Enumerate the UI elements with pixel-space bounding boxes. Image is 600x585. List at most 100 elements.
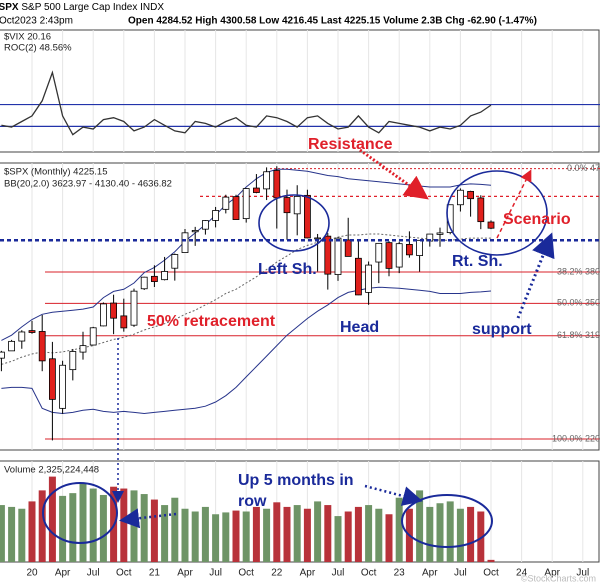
x-tick-label: Oct bbox=[483, 568, 499, 579]
volume-circle-left bbox=[42, 482, 118, 544]
volume-bar bbox=[89, 488, 97, 562]
candle-body bbox=[293, 195, 301, 215]
volume-bar bbox=[375, 508, 383, 562]
x-tick-label: 23 bbox=[394, 568, 406, 579]
volume-bar bbox=[48, 476, 56, 562]
x-tick-label: 20 bbox=[26, 568, 38, 579]
up-months-arrow-left bbox=[119, 508, 177, 529]
candle-body bbox=[0, 351, 5, 359]
volume-bar bbox=[385, 514, 393, 562]
volume-bar bbox=[171, 497, 179, 562]
volume-bar bbox=[130, 490, 138, 562]
volume-bar bbox=[436, 503, 444, 562]
fib-label: 61.8% 319 bbox=[557, 330, 600, 340]
support-arrow bbox=[516, 232, 555, 319]
volume-bar bbox=[273, 502, 281, 562]
volume-bar bbox=[416, 490, 424, 562]
candle-body bbox=[140, 276, 148, 290]
volume-title: Volume 2,325,224,448 bbox=[4, 465, 99, 476]
candle-body bbox=[487, 221, 495, 229]
candle-body bbox=[334, 237, 342, 275]
candle-body bbox=[28, 330, 36, 333]
volume-bar bbox=[324, 505, 332, 562]
annotation-right-shoulder: Rt. Sh. bbox=[452, 253, 503, 270]
candle-body bbox=[303, 194, 311, 239]
roc-panel bbox=[0, 29, 600, 153]
candle-body bbox=[130, 290, 138, 326]
x-tick-label: 24 bbox=[516, 568, 528, 579]
candle-body bbox=[354, 257, 362, 296]
quote: Open 4284.52 High 4300.58 Low 4216.45 La… bbox=[128, 16, 537, 27]
candle-body bbox=[395, 243, 403, 268]
candle-body bbox=[375, 242, 383, 263]
x-tick-label: Oct bbox=[361, 568, 377, 579]
volume-bar bbox=[18, 508, 26, 562]
volume-bar bbox=[161, 505, 169, 562]
volume-bar bbox=[467, 506, 475, 562]
candle-body bbox=[100, 303, 107, 327]
candle-body bbox=[120, 315, 128, 329]
volume-bar bbox=[477, 511, 485, 562]
x-tick-label: Apr bbox=[300, 568, 316, 579]
candle-body bbox=[405, 244, 413, 256]
volume-bar bbox=[8, 506, 16, 562]
x-tick-label: 22 bbox=[271, 568, 283, 579]
volume-bar bbox=[212, 514, 220, 562]
fib-label: 0.0% 47 bbox=[567, 163, 600, 173]
candle-body bbox=[150, 275, 158, 282]
candle-body bbox=[59, 364, 66, 409]
roc-subtitle: ROC(2) 48.56% bbox=[4, 43, 72, 54]
price-title: $SPX (Monthly) 4225.15 bbox=[4, 167, 108, 178]
candle-body bbox=[69, 351, 77, 371]
roc-title: $VIX 20.16 bbox=[4, 32, 51, 43]
fib-label: 38.2% 380 bbox=[557, 266, 600, 276]
up-months-arrow-right bbox=[364, 484, 423, 506]
volume-bar bbox=[263, 508, 271, 562]
x-tick-label: Oct bbox=[238, 568, 254, 579]
volume-bar bbox=[487, 559, 495, 562]
candle-body bbox=[89, 327, 97, 346]
candle-body bbox=[18, 331, 26, 342]
volume-bar bbox=[201, 506, 209, 562]
x-tick-label: Apr bbox=[544, 568, 560, 579]
candle-body bbox=[8, 340, 16, 352]
candle-body bbox=[212, 210, 220, 221]
x-tick-label: Jul bbox=[87, 568, 100, 579]
candle-body bbox=[416, 239, 424, 256]
x-tick-label: 21 bbox=[149, 568, 161, 579]
annotation-up-months: row bbox=[238, 493, 267, 510]
x-tick-label: Jul bbox=[209, 568, 222, 579]
volume-bar bbox=[252, 506, 260, 562]
volume-bar bbox=[181, 508, 189, 562]
candle-body bbox=[201, 220, 209, 230]
volume-bar bbox=[334, 516, 342, 562]
volume-bar bbox=[365, 505, 373, 562]
candle-body bbox=[79, 345, 87, 353]
candle-body bbox=[283, 197, 291, 214]
candle-body bbox=[344, 239, 352, 257]
candle-body bbox=[191, 230, 199, 233]
candle-body bbox=[436, 232, 444, 235]
candle-body bbox=[252, 187, 260, 193]
candle-body bbox=[365, 264, 373, 293]
fib-label: 100.0% 220 bbox=[552, 433, 600, 443]
fib-label: 50.0% 350 bbox=[557, 298, 600, 308]
volume-bar bbox=[232, 510, 240, 562]
volume-bar bbox=[140, 494, 148, 562]
volume-bar bbox=[79, 483, 87, 562]
volume-bar bbox=[242, 511, 250, 562]
roc-line bbox=[1, 70, 492, 136]
volume-bar bbox=[314, 501, 322, 562]
volume-circle-right bbox=[401, 494, 493, 548]
volume-bar bbox=[293, 505, 301, 562]
candle-body bbox=[49, 358, 56, 400]
bb-subtitle: BB(20,2.0) 3623.97 - 4130.40 - 4636.82 bbox=[4, 179, 172, 190]
candle-body bbox=[110, 302, 117, 319]
annotation-support: support bbox=[472, 321, 532, 338]
volume-bar bbox=[446, 501, 454, 562]
candle-body bbox=[242, 188, 250, 220]
x-tick-label: Oct bbox=[116, 568, 132, 579]
x-tick-label: Apr bbox=[55, 568, 71, 579]
volume-bar bbox=[395, 497, 403, 562]
